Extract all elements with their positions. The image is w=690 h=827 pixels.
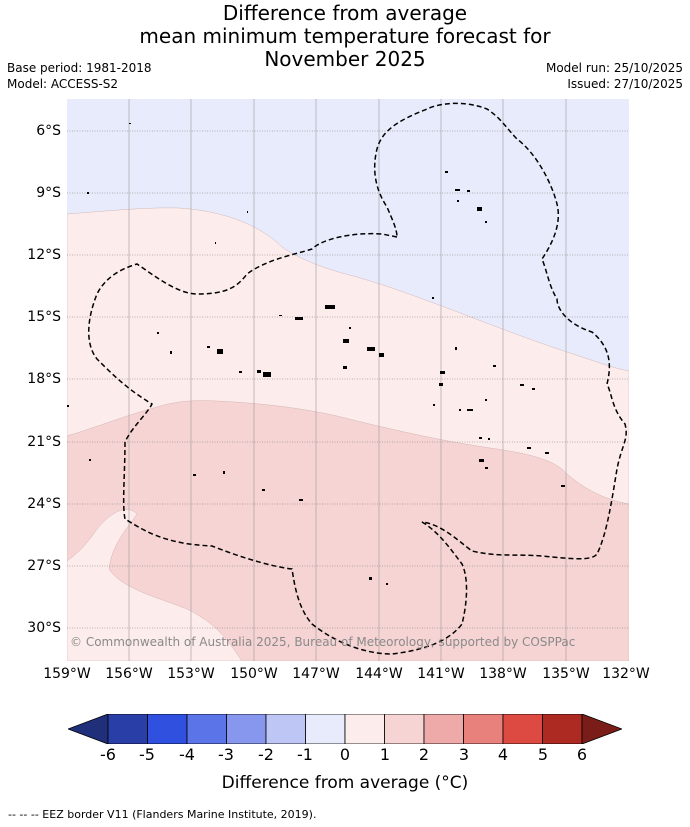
lon-label: 132°W (602, 666, 650, 682)
lat-label: 12°S (27, 247, 61, 263)
copyright-notice: © Commonwealth of Australia 2025, Bureau… (70, 635, 575, 649)
colorbar-swatch (186, 714, 227, 744)
colorbar-tick: -5 (139, 745, 155, 764)
title-line-3: November 2025 (264, 47, 426, 71)
base-period: Base period: 1981-2018 (7, 61, 152, 75)
lon-label: 150°W (230, 666, 278, 682)
meta-left: Base period: 1981-2018 Model: ACCESS-S2 (7, 60, 152, 92)
colorbar-tick: -6 (100, 745, 116, 764)
lat-label: 18°S (27, 371, 61, 387)
colorbar-swatch (502, 714, 543, 744)
colorbar-tick: 5 (537, 745, 549, 764)
graticule (128, 99, 567, 661)
lon-label: 147°W (292, 666, 340, 682)
model-name: Model: ACCESS-S2 (7, 77, 119, 91)
lat-label: 21°S (27, 434, 61, 450)
colorbar-label: Difference from average (°C) (221, 773, 469, 793)
lon-label: 156°W (105, 666, 153, 682)
issued-date: Issued: 27/10/2025 (567, 77, 683, 91)
colorbar-swatch (305, 714, 346, 744)
title-line-1: Difference from average (222, 1, 468, 25)
colorbar-extend-low (68, 714, 109, 744)
colorbar-tick: 3 (458, 745, 470, 764)
colorbar (68, 714, 622, 744)
lat-label: 27°S (27, 558, 61, 574)
lon-label: 153°W (167, 666, 215, 682)
lat-label: 24°S (27, 496, 61, 512)
colorbar-tick: -4 (179, 745, 195, 764)
lat-label: 15°S (27, 309, 61, 325)
colorbar-tick: -2 (258, 745, 274, 764)
colorbar-extend-high (581, 714, 622, 744)
latitude-lines (67, 130, 629, 629)
lon-label: 135°W (542, 666, 590, 682)
colorbar-swatch (265, 714, 306, 744)
colorbar-swatch (542, 714, 583, 744)
colorbar-tick: 6 (576, 745, 588, 764)
title-line-2: mean minimum temperature forecast for (139, 24, 551, 48)
colorbar-swatch (226, 714, 267, 744)
region-one-to-two (67, 400, 629, 661)
colorbar-swatch (463, 714, 504, 744)
forecast-map: © Commonwealth of Australia 2025, Bureau… (67, 99, 629, 661)
map-title: Difference from average mean minimum tem… (0, 2, 690, 71)
lat-label: 9°S (36, 185, 61, 201)
colorbar-swatch (423, 714, 464, 744)
colorbar-tick: 4 (497, 745, 509, 764)
colorbar-tick: 2 (418, 745, 430, 764)
colorbar-tick: 0 (339, 745, 351, 764)
lat-label: 6°S (36, 123, 61, 139)
island-markers (67, 123, 565, 585)
lon-label: 138°W (479, 666, 527, 682)
eez-border (88, 102, 627, 655)
lon-label: 159°W (43, 666, 91, 682)
eez-footnote: -- -- -- EEZ border V11 (Flanders Marine… (8, 808, 317, 821)
colorbar-tick: -3 (218, 745, 234, 764)
colorbar-swatch (344, 714, 385, 744)
colorbar-tick: -1 (297, 745, 313, 764)
colorbar-swatch (107, 714, 148, 744)
model-run: Model run: 25/10/2025 (545, 61, 683, 75)
meta-right: Model run: 25/10/2025 Issued: 27/10/2025 (546, 60, 683, 92)
colorbar-tick: 1 (379, 745, 391, 764)
lat-label: 30°S (27, 620, 61, 636)
colorbar-swatch (384, 714, 425, 744)
lon-label: 144°W (355, 666, 403, 682)
colorbar-swatch (147, 714, 188, 744)
lon-label: 141°W (417, 666, 465, 682)
